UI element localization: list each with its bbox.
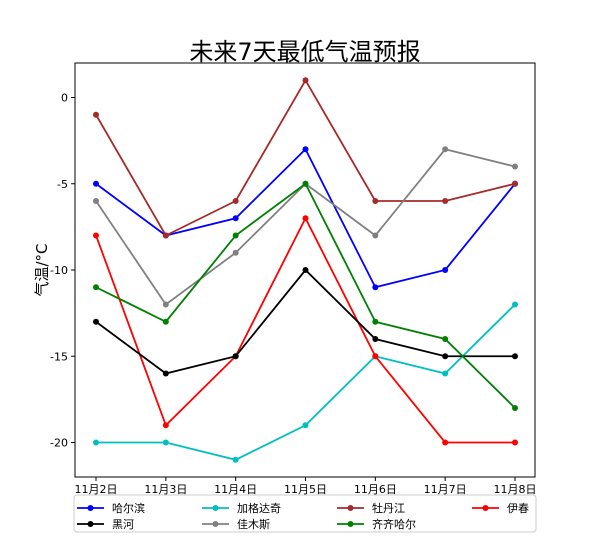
- data-point: [442, 370, 449, 377]
- data-point: [162, 422, 169, 429]
- data-point: [93, 439, 99, 446]
- data-point: [93, 284, 99, 291]
- y-tick-label: -10: [50, 264, 68, 277]
- x-tick-label: 11月3日: [144, 483, 187, 496]
- x-tick-label: 11月6日: [354, 483, 397, 496]
- data-point: [512, 301, 518, 308]
- data-point: [302, 267, 309, 273]
- x-tick-label: 11月7日: [424, 483, 467, 496]
- legend-marker: [347, 505, 354, 511]
- legend-item: 加格达奇: [202, 501, 281, 515]
- series-line: [95, 78, 516, 237]
- data-point: [372, 284, 379, 291]
- x-tick-label: 11月8日: [494, 483, 537, 496]
- legend-label: 齐齐哈尔: [372, 517, 416, 531]
- data-point: [372, 353, 379, 360]
- data-point: [512, 180, 518, 187]
- data-point: [302, 77, 309, 84]
- y-axis-label: 气温/°C: [33, 243, 51, 296]
- data-point: [93, 198, 99, 204]
- series-line: [95, 148, 516, 306]
- legend-item: 哈尔滨: [77, 501, 145, 515]
- series-加格达奇: [93, 301, 518, 463]
- series-line: [96, 303, 516, 461]
- x-tick-label: 11月5日: [284, 483, 327, 496]
- legend-item: 佳木斯: [202, 517, 270, 531]
- legend-item: 齐齐哈尔: [337, 517, 416, 531]
- y-axis: 0 -5 -10 -15 -20: [50, 92, 75, 450]
- data-point: [232, 232, 239, 239]
- data-point: [442, 439, 449, 446]
- legend-label: 牡丹江: [372, 501, 405, 515]
- legend-label: 加格达奇: [237, 501, 281, 515]
- data-point: [162, 301, 169, 308]
- y-tick-label: -20: [50, 437, 68, 450]
- data-point: [162, 370, 169, 377]
- legend-marker: [87, 521, 94, 527]
- data-point: [372, 232, 379, 239]
- legend-marker: [87, 505, 94, 511]
- data-point: [162, 439, 169, 446]
- series-line: [95, 216, 515, 444]
- series-黑河: [93, 267, 518, 377]
- data-point: [442, 336, 449, 342]
- legend-item: 伊春: [472, 502, 529, 515]
- data-point: [512, 163, 518, 170]
- data-point: [232, 198, 239, 204]
- legend-marker: [212, 505, 219, 511]
- data-point: [302, 422, 309, 429]
- series-line: [95, 268, 515, 375]
- data-point: [232, 215, 239, 222]
- data-point: [232, 456, 239, 463]
- legend-label: 黑河: [112, 518, 134, 531]
- series-layer: [93, 77, 518, 463]
- data-point: [372, 336, 379, 342]
- data-point: [162, 232, 169, 239]
- data-point: [162, 318, 169, 325]
- y-tick-label: -5: [57, 178, 68, 191]
- data-point: [442, 198, 449, 204]
- data-point: [442, 267, 449, 273]
- y-tick-label: 0: [61, 92, 68, 105]
- data-point: [232, 353, 239, 360]
- legend-item: 黑河: [77, 518, 134, 531]
- data-point: [93, 318, 99, 325]
- data-point: [93, 111, 99, 118]
- data-point: [372, 198, 379, 204]
- series-佳木斯: [93, 146, 518, 308]
- x-tick-label: 11月2日: [75, 483, 118, 496]
- data-point: [302, 215, 309, 222]
- data-point: [442, 146, 449, 153]
- data-point: [372, 318, 379, 325]
- legend-marker: [482, 505, 489, 511]
- legend-marker: [212, 521, 219, 527]
- x-tick-label: 11月4日: [214, 483, 257, 496]
- x-axis: 11月2日 11月3日 11月4日 11月5日 11月6日 11月7日 11月8日: [75, 477, 537, 496]
- data-point: [512, 439, 518, 446]
- legend-label: 伊春: [507, 502, 529, 515]
- series-牡丹江: [93, 77, 518, 239]
- legend-marker: [347, 521, 354, 527]
- chart-title: 未来7天最低气温预报: [189, 38, 420, 66]
- legend-box: [73, 494, 537, 533]
- data-point: [302, 180, 309, 187]
- data-point: [302, 146, 309, 153]
- data-point: [93, 180, 99, 187]
- data-point: [232, 249, 239, 256]
- data-point: [512, 405, 518, 411]
- legend-item: 牡丹江: [337, 501, 405, 515]
- data-point: [442, 353, 449, 360]
- y-tick-label: -15: [50, 350, 68, 363]
- legend-label: 佳木斯: [237, 517, 270, 531]
- legend-label: 哈尔滨: [112, 501, 145, 515]
- data-point: [93, 232, 99, 239]
- series-伊春: [93, 215, 518, 446]
- series-齐齐哈尔: [93, 180, 518, 411]
- data-point: [512, 353, 518, 360]
